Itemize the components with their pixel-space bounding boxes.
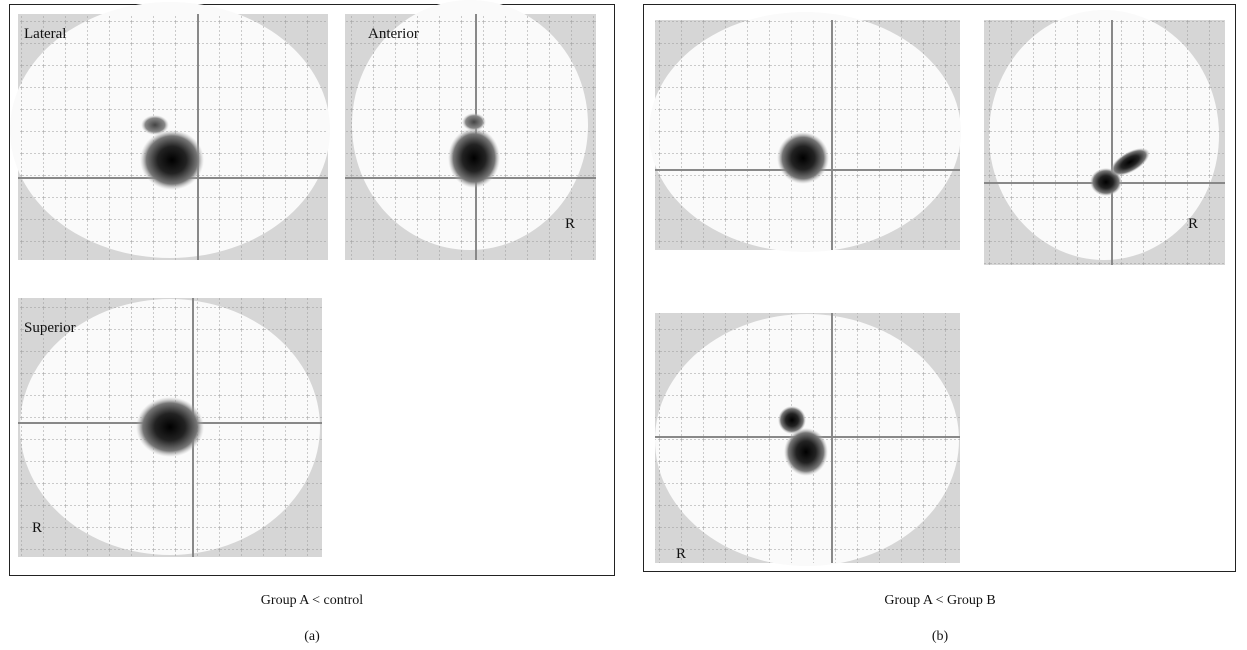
panel-label: (b) <box>932 629 949 644</box>
view-label: Anterior <box>368 26 419 42</box>
view-superior <box>18 298 322 557</box>
view-label: Lateral <box>24 26 66 42</box>
side-label: R <box>565 216 575 232</box>
view-lateral <box>649 12 961 252</box>
view-superior <box>655 313 960 566</box>
side-label: R <box>32 520 42 536</box>
caption: Group A < control <box>261 593 363 608</box>
side-label: R <box>1188 216 1198 232</box>
figure: Lateral Anterior R Superior R R R Group … <box>0 0 1247 650</box>
caption: Group A < Group B <box>884 593 995 608</box>
side-label: R <box>676 546 686 562</box>
view-label: Superior <box>24 320 76 336</box>
panel-label: (a) <box>304 629 320 644</box>
